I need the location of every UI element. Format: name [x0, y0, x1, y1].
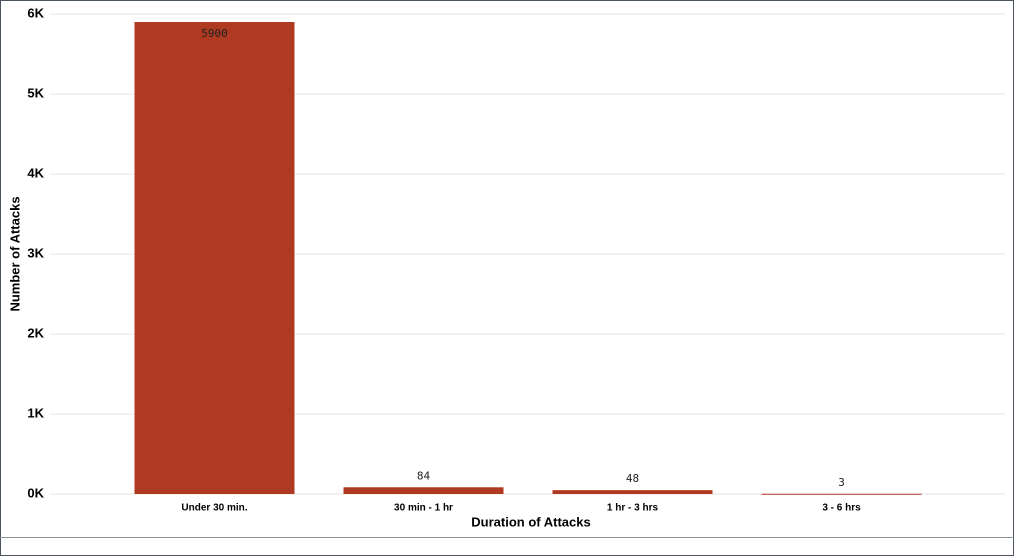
y-tick-label: 2K: [27, 325, 44, 340]
x-tick-label: 3 - 6 hrs: [822, 503, 861, 514]
bar: [343, 487, 504, 494]
bar: [761, 493, 922, 495]
value-label: 84: [417, 469, 431, 482]
y-tick-label: 1K: [27, 405, 44, 420]
x-tick-label: 30 min - 1 hr: [394, 503, 453, 514]
y-tick-label: 5K: [27, 85, 44, 100]
x-axis-title: Duration of Attacks: [471, 514, 590, 529]
y-axis-title: Number of Attacks: [7, 196, 22, 311]
y-tick-label: 0K: [27, 485, 44, 500]
value-label: 5900: [201, 27, 228, 40]
value-label: 48: [626, 472, 639, 485]
bar: [134, 22, 295, 494]
x-tick-label: Under 30 min.: [181, 503, 247, 514]
x-tick-label: 1 hr - 3 hrs: [607, 503, 659, 514]
bar: [552, 490, 713, 494]
value-label: 3: [838, 476, 845, 489]
y-tick-label: 3K: [27, 245, 44, 260]
y-tick-label: 4K: [27, 165, 44, 180]
y-tick-label: 6K: [27, 5, 44, 20]
